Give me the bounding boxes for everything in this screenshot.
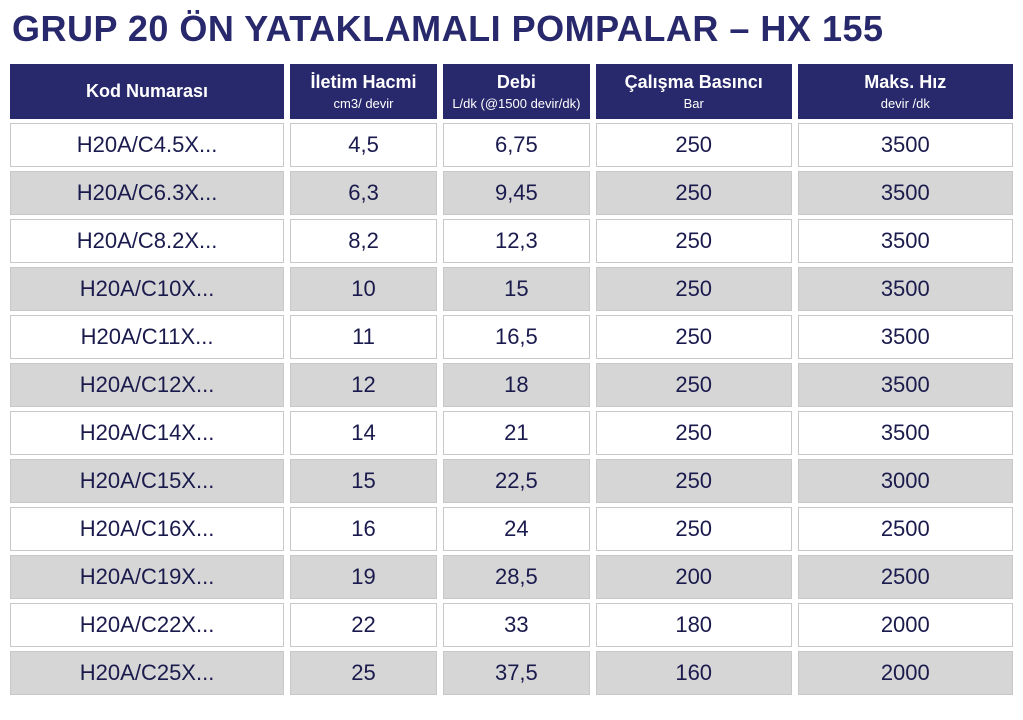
table-cell: 3500 [798, 171, 1013, 215]
table-cell: 18 [443, 363, 590, 407]
table-cell: 24 [443, 507, 590, 551]
table-cell: H20A/C12X... [10, 363, 284, 407]
col-header-label: Çalışma Basıncı [625, 72, 763, 92]
table-cell: 2500 [798, 507, 1013, 551]
table-cell: 250 [596, 459, 792, 503]
table-cell: 16 [290, 507, 437, 551]
col-header-flow: Debi L/dk (@1500 devir/dk) [443, 64, 590, 119]
page-title: GRUP 20 ÖN YATAKLAMALI POMPALAR – HX 155 [0, 0, 1023, 60]
table-row: H20A/C22X...22331802000 [10, 603, 1013, 647]
table-cell: 250 [596, 171, 792, 215]
table-cell: 3500 [798, 315, 1013, 359]
table-cell: 3000 [798, 459, 1013, 503]
table-row: H20A/C14X...14212503500 [10, 411, 1013, 455]
table-cell: 12,3 [443, 219, 590, 263]
table-cell: H20A/C10X... [10, 267, 284, 311]
table-cell: 250 [596, 363, 792, 407]
table-cell: 6,3 [290, 171, 437, 215]
table-row: H20A/C15X...1522,52503000 [10, 459, 1013, 503]
table-cell: 28,5 [443, 555, 590, 599]
table-cell: H20A/C16X... [10, 507, 284, 551]
table-row: H20A/C25X...2537,51602000 [10, 651, 1013, 695]
table-row: H20A/C8.2X...8,212,32503500 [10, 219, 1013, 263]
col-header-label: Debi [497, 72, 536, 92]
table-cell: 250 [596, 411, 792, 455]
table-cell: 6,75 [443, 123, 590, 167]
table-cell: H20A/C8.2X... [10, 219, 284, 263]
table-cell: 3500 [798, 219, 1013, 263]
table-cell: H20A/C11X... [10, 315, 284, 359]
table-cell: 14 [290, 411, 437, 455]
table-cell: 11 [290, 315, 437, 359]
table-cell: 37,5 [443, 651, 590, 695]
table-cell: 15 [290, 459, 437, 503]
table-cell: H20A/C6.3X... [10, 171, 284, 215]
table-row: H20A/C4.5X...4,56,752503500 [10, 123, 1013, 167]
col-header-code: Kod Numarası [10, 64, 284, 119]
col-header-sub: cm3/ devir [296, 96, 431, 112]
col-header-sub: L/dk (@1500 devir/dk) [449, 96, 584, 112]
col-header-label: İletim Hacmi [311, 72, 417, 92]
table-cell: 2000 [798, 603, 1013, 647]
pump-spec-table: Kod Numarası İletim Hacmi cm3/ devir Deb… [0, 60, 1023, 699]
table-cell: 25 [290, 651, 437, 695]
table-cell: 3500 [798, 363, 1013, 407]
table-cell: H20A/C15X... [10, 459, 284, 503]
table-cell: H20A/C19X... [10, 555, 284, 599]
table-cell: 250 [596, 123, 792, 167]
table-cell: H20A/C4.5X... [10, 123, 284, 167]
table-cell: 3500 [798, 411, 1013, 455]
table-cell: 160 [596, 651, 792, 695]
table-cell: 250 [596, 267, 792, 311]
table-cell: 8,2 [290, 219, 437, 263]
table-cell: 19 [290, 555, 437, 599]
table-cell: 4,5 [290, 123, 437, 167]
table-row: H20A/C16X...16242502500 [10, 507, 1013, 551]
table-cell: 3500 [798, 267, 1013, 311]
table-head: Kod Numarası İletim Hacmi cm3/ devir Deb… [10, 64, 1013, 119]
table-cell: 2000 [798, 651, 1013, 695]
table-body: H20A/C4.5X...4,56,752503500H20A/C6.3X...… [10, 123, 1013, 695]
table-row: H20A/C11X...1116,52503500 [10, 315, 1013, 359]
table-cell: 250 [596, 507, 792, 551]
table-row: H20A/C10X...10152503500 [10, 267, 1013, 311]
table-cell: 22,5 [443, 459, 590, 503]
table-cell: 21 [443, 411, 590, 455]
table-cell: 200 [596, 555, 792, 599]
table-cell: H20A/C22X... [10, 603, 284, 647]
table-cell: 22 [290, 603, 437, 647]
col-header-sub: devir /dk [804, 96, 1007, 112]
table-cell: 180 [596, 603, 792, 647]
table-cell: 12 [290, 363, 437, 407]
col-header-speed: Maks. Hız devir /dk [798, 64, 1013, 119]
table-cell: 250 [596, 315, 792, 359]
table-cell: 9,45 [443, 171, 590, 215]
table-cell: 10 [290, 267, 437, 311]
table-cell: 3500 [798, 123, 1013, 167]
table-cell: 33 [443, 603, 590, 647]
col-header-label: Kod Numarası [86, 81, 208, 101]
col-header-volume: İletim Hacmi cm3/ devir [290, 64, 437, 119]
col-header-pressure: Çalışma Basıncı Bar [596, 64, 792, 119]
table-cell: H20A/C25X... [10, 651, 284, 695]
table-row: H20A/C19X...1928,52002500 [10, 555, 1013, 599]
table-cell: H20A/C14X... [10, 411, 284, 455]
table-cell: 2500 [798, 555, 1013, 599]
table-cell: 16,5 [443, 315, 590, 359]
table-row: H20A/C12X...12182503500 [10, 363, 1013, 407]
col-header-sub: Bar [602, 96, 786, 112]
page-container: GRUP 20 ÖN YATAKLAMALI POMPALAR – HX 155… [0, 0, 1023, 699]
table-cell: 250 [596, 219, 792, 263]
table-row: H20A/C6.3X...6,39,452503500 [10, 171, 1013, 215]
col-header-label: Maks. Hız [864, 72, 946, 92]
table-cell: 15 [443, 267, 590, 311]
